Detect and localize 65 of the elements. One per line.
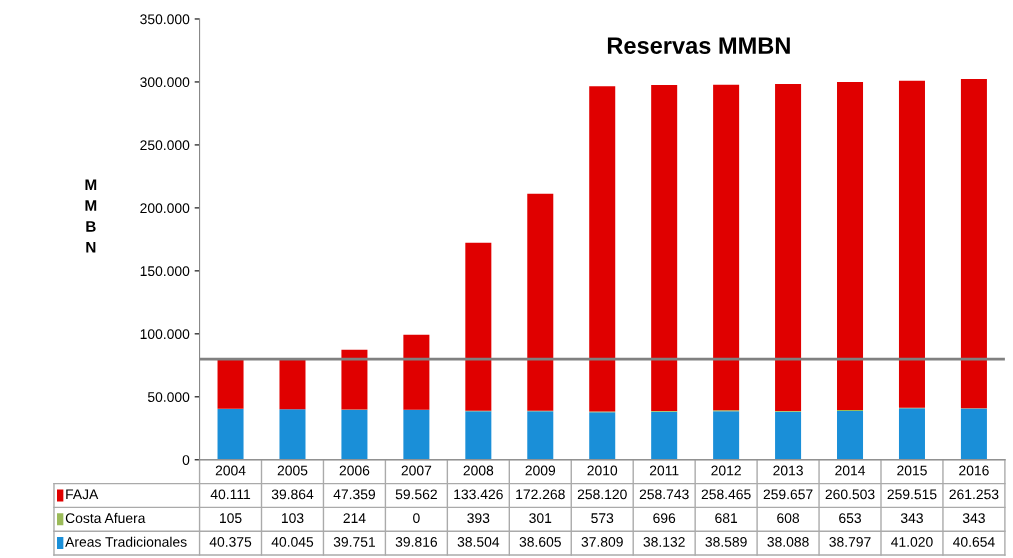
x-tick-label: 2013 — [773, 465, 803, 476]
data-label: 41.020 — [891, 537, 933, 547]
data-label: 105 — [220, 513, 242, 524]
x-tick-label: 2011 — [649, 465, 679, 476]
x-tick-label: 2009 — [525, 465, 556, 476]
data-label: 39.864 — [271, 489, 314, 500]
data-label: 39.751 — [333, 537, 375, 547]
data-label: 393 — [467, 513, 490, 524]
x-tick-label: 2006 — [339, 465, 370, 476]
data-label: 258.465 — [701, 489, 751, 500]
y-axis-title: MMBN — [85, 179, 97, 253]
data-label: 103 — [281, 513, 304, 524]
data-label: 301 — [529, 513, 552, 524]
y-tick-label: 0 — [182, 455, 190, 465]
data-label: 0 — [413, 513, 420, 524]
data-label: 37.809 — [581, 537, 623, 547]
x-tick-label: 2007 — [401, 465, 432, 476]
data-label: 172.268 — [516, 489, 565, 500]
x-tick-label: 2014 — [835, 465, 866, 476]
data-label: 214 — [343, 513, 366, 523]
data-label: 40.654 — [953, 537, 995, 547]
data-label: 38.605 — [519, 537, 561, 547]
y-tick-label: 200.000 — [140, 203, 190, 214]
y-tick-label: 100.000 — [140, 329, 190, 340]
x-tick-label: 2016 — [959, 465, 989, 476]
data-label: 261.253 — [949, 489, 999, 500]
y-tick-label: 50.000 — [147, 392, 190, 402]
data-label: 653 — [839, 513, 861, 524]
legend-label: Areas Tradicionales — [65, 536, 187, 547]
y-tick-label: 250.000 — [140, 140, 190, 151]
data-label: 40.375 — [209, 537, 252, 547]
data-label: 40.045 — [271, 537, 314, 547]
x-tick-label: 2015 — [897, 465, 927, 476]
data-label: 40.111 — [210, 489, 251, 500]
legend-label: FAJA — [66, 489, 99, 500]
data-label: 38.589 — [705, 537, 747, 547]
y-tick-label: 350.000 — [140, 14, 190, 25]
data-label: 59.562 — [395, 489, 437, 500]
text: Reservas MMBN — [607, 37, 790, 54]
data-label: 38.132 — [643, 537, 685, 547]
data-label: 38.088 — [767, 537, 809, 547]
data-label: 38.504 — [457, 537, 500, 547]
y-tick-label: 150.000 — [140, 266, 190, 277]
data-label: 343 — [962, 513, 985, 524]
data-label: 258.120 — [577, 489, 627, 500]
data-label: 259.657 — [763, 489, 813, 500]
data-label: 47.359 — [333, 489, 376, 500]
data-label: 608 — [777, 513, 800, 524]
data-label: 681 — [715, 513, 738, 524]
legend-label: Costa Afuera — [65, 512, 146, 524]
data-label: 38.797 — [829, 537, 871, 547]
x-tick-label: 2004 — [215, 465, 246, 476]
data-label: 696 — [653, 513, 676, 524]
data-label: 259.515 — [887, 489, 937, 500]
data-label: 260.503 — [825, 489, 875, 500]
data-label: 573 — [591, 513, 614, 524]
x-tick-label: 2008 — [463, 465, 494, 476]
x-tick-label: 2005 — [277, 465, 308, 476]
data-label: 133.426 — [454, 489, 503, 500]
data-label: 39.816 — [395, 537, 438, 547]
x-tick-label: 2012 — [711, 465, 741, 476]
data-label: 343 — [900, 513, 923, 524]
data-label: 258.743 — [639, 489, 689, 500]
x-tick-label: 2010 — [587, 465, 618, 476]
y-tick-label: 300.000 — [140, 77, 190, 88]
